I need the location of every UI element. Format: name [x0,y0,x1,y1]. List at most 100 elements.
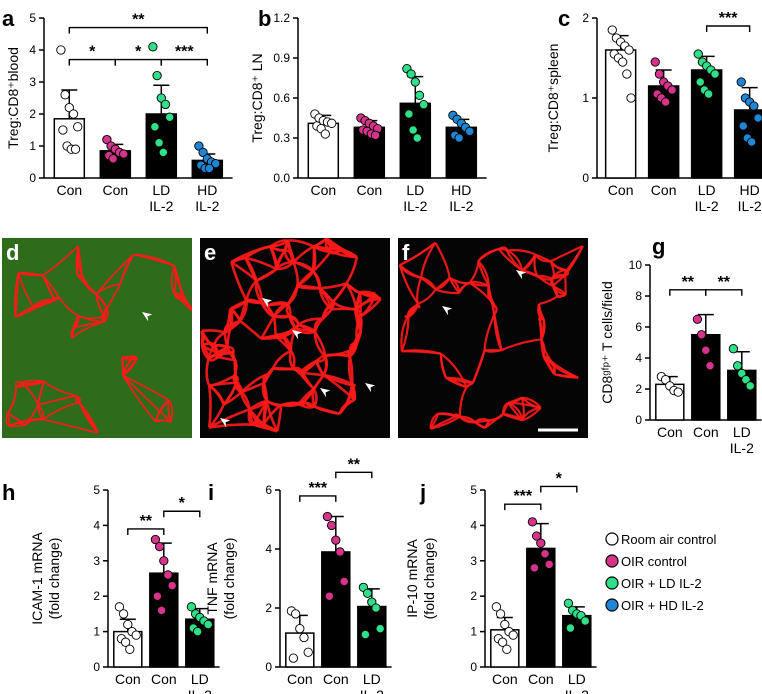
y-tick-label: 1.2 [273,11,290,25]
data-point [203,619,213,630]
vessel [430,415,461,430]
data-point [324,591,335,601]
panel-label: c [558,6,570,31]
y-tick-label: 2 [93,589,100,603]
y-tick-label: 5 [470,483,477,497]
data-point [747,137,757,147]
data-point [732,361,743,371]
vessel [286,285,299,305]
vessel [217,346,229,359]
data-point [565,623,576,633]
vessel [271,349,292,369]
category-label: Con [323,671,349,687]
vessel [318,288,333,311]
vessel [520,397,525,421]
vessel [417,288,437,305]
y-tick-label: 8 [635,289,642,303]
vessel [205,358,211,387]
data-point [563,598,574,608]
data-point [167,580,177,591]
vessel [233,359,238,377]
y-tick-label: 1 [29,139,36,153]
vessel [239,319,263,340]
vessel [167,399,174,423]
significance-label: *** [513,488,532,505]
data-point [745,381,755,391]
data-point [695,77,705,87]
vessel [77,315,105,323]
y-tick-label: 0 [265,660,272,674]
vessel [483,313,496,351]
vessel [16,380,45,388]
significance-label: ** [718,274,731,291]
data-point [701,345,711,355]
vessel [295,327,316,334]
vessel [288,350,295,370]
y-axis-label: ICAM-1 mRNA(fold change) [29,532,62,625]
vessel [477,247,500,262]
y-tick-label: 4 [635,351,642,365]
data-point [704,89,714,99]
data-point [119,149,129,159]
vessel [331,282,348,303]
vessel [401,350,442,355]
significance-bracket [705,25,751,32]
vessel [42,245,79,277]
vessel [78,402,99,434]
panel-label: g [652,234,665,259]
vessel [255,268,278,282]
data-point [152,70,162,81]
data-point [419,100,429,110]
data-point [150,534,161,545]
data-point [156,605,167,616]
vessel [276,405,283,432]
significance-label: ** [140,513,153,530]
vessel [537,274,553,280]
vessel [7,412,26,426]
micrograph-background [2,238,192,438]
vessel [42,418,99,434]
vessel [498,248,523,272]
vessel [122,374,172,423]
data-point [661,97,671,107]
vessel [76,245,83,276]
micrograph-e: e [200,238,390,438]
data-point [64,102,74,113]
data-point [749,101,759,111]
vessel [209,423,254,429]
data-point [736,77,746,87]
data-point [673,387,683,397]
vessel [489,413,504,422]
vessel [6,412,11,427]
vessel [269,246,278,270]
vessel [244,257,258,281]
data-point [73,122,83,132]
vessel [248,408,265,426]
data-point [154,541,165,552]
vessel [154,399,170,422]
data-point [339,576,349,587]
data-point [327,118,337,128]
y-tick-label: 5 [93,483,100,497]
y-tick-label: 0.0 [273,171,290,185]
category-label: Con [528,671,554,687]
y-tick-label: 10 [629,258,643,272]
data-point [125,644,135,654]
data-point [114,602,125,612]
legend-label: Room air control [621,532,716,547]
vessel [37,394,77,406]
significance-label: * [135,44,142,61]
data-point [622,69,632,79]
data-point [527,517,538,527]
vessel [292,367,304,374]
data-point [163,570,173,580]
data-point [58,125,68,135]
category-label: HD IL-2 [738,182,762,214]
y-tick-label: 2 [470,589,477,603]
data-point [406,69,416,79]
vessel [252,423,278,433]
vessel [533,254,539,278]
y-tick-label: 1 [470,625,477,639]
